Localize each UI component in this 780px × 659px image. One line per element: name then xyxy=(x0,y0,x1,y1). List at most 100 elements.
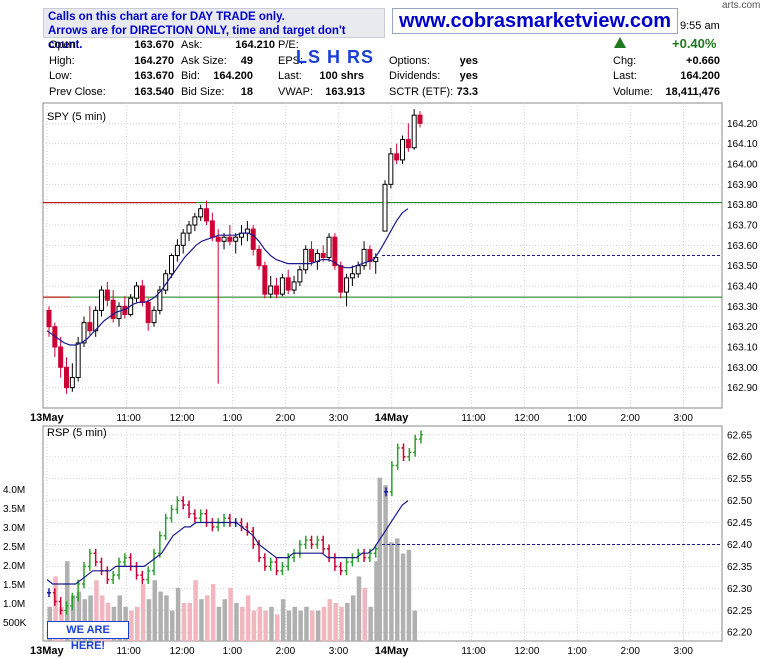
spy-day1-candle-body xyxy=(145,301,151,324)
spy-day1-candle-body xyxy=(355,265,361,275)
last-shrs-label: Last: xyxy=(278,70,302,82)
bid-value: 164.200 xyxy=(213,70,253,82)
rsp-day2-volume-bar xyxy=(383,485,388,641)
spy-day2-candle-body xyxy=(394,153,400,161)
rsp-day1-volume-bar xyxy=(158,591,163,641)
spy-day1-candle-body xyxy=(99,289,105,311)
spy-x-tick-label: 2:00 xyxy=(620,413,640,424)
spy-day1-candle-body xyxy=(93,309,99,332)
high-value: 164.270 xyxy=(134,55,174,67)
spy-x-tick-label: 1:00 xyxy=(567,413,587,424)
bid-label: Bid: xyxy=(181,70,200,82)
rsp-day1-volume-bar xyxy=(292,606,298,641)
spy-day1-candle-body xyxy=(338,265,344,293)
rsp-y-tick-label: 62.55 xyxy=(727,474,752,485)
rsp-y-tick-label: 62.45 xyxy=(727,518,752,529)
spy-day1-candle-body xyxy=(75,342,81,378)
rsp-day1-volume-bar xyxy=(76,591,82,641)
spy-day1-candle-body xyxy=(204,208,210,222)
rsp-day1-volume-bar xyxy=(240,606,245,641)
spy-day1-candle-body xyxy=(69,377,75,389)
rsp-day2-volume-bar xyxy=(395,538,400,641)
spy-y-tick-label: 163.20 xyxy=(727,322,758,333)
rsp-day1-volume-bar xyxy=(129,610,134,641)
rsp-x-tick-label: 1:00 xyxy=(223,646,243,657)
dividends-value: yes xyxy=(459,70,478,82)
rsp-day1-volume-bar xyxy=(234,603,239,641)
rsp-day1-volume-bar xyxy=(135,606,140,641)
volume-tick-label: 4.0M xyxy=(3,485,25,496)
spy-day1-candle-body xyxy=(320,252,326,259)
rsp-day1-volume-bar xyxy=(304,606,309,641)
rsp-title: RSP (5 min) xyxy=(47,427,107,439)
rsp-x-tick-label: 13May xyxy=(30,645,65,657)
spy-day1-candle-body xyxy=(64,366,70,389)
spy-x-tick-label: 12:00 xyxy=(170,413,195,424)
change-percent: +0.40% xyxy=(672,36,717,51)
high-label: High: xyxy=(49,55,75,67)
spy-day1-candle-body xyxy=(169,255,175,275)
spy-day1-candle-body xyxy=(367,248,373,263)
spy-day1-candle-body xyxy=(180,232,186,246)
last-value: 164.200 xyxy=(680,70,720,82)
ask-size-value: 49 xyxy=(240,55,253,67)
spy-day1-candle-body xyxy=(157,289,163,311)
spy-day2-candle-body xyxy=(405,139,411,149)
rsp-day1-volume-bar xyxy=(164,595,169,641)
rsp-day1-volume-bar xyxy=(117,595,123,641)
rsp-day2-volume-bar xyxy=(400,553,406,641)
spy-day1-candle-body xyxy=(104,289,110,301)
rsp-day1-volume-bar xyxy=(310,610,315,641)
spy-day1-candle-body xyxy=(122,305,128,315)
spy-day1-candle-body xyxy=(256,248,262,267)
bid-size-value: 18 xyxy=(240,86,253,98)
open-label: Open: xyxy=(49,39,79,51)
vwap-value: 163.913 xyxy=(325,86,365,98)
spy-day1-candle-body xyxy=(297,269,303,283)
sctr-value: 73.3 xyxy=(456,86,478,98)
spy-y-tick-label: 163.60 xyxy=(727,241,758,252)
spy-day1-candle-body xyxy=(349,273,355,279)
rsp-day1-volume-bar xyxy=(228,587,233,641)
spy-y-tick-label: 164.10 xyxy=(727,139,758,150)
rsp-day2-volume-bar xyxy=(406,549,412,641)
rsp-y-tick-label: 62.50 xyxy=(727,496,752,507)
spy-day1-candle-body xyxy=(110,299,116,320)
rsp-day1-volume-bar xyxy=(275,614,280,641)
open-value: 163.670 xyxy=(134,39,174,51)
rsp-x-tick-label: 3:00 xyxy=(329,646,349,657)
last-label: Last: xyxy=(613,70,637,82)
rsp-day1-volume-bar xyxy=(315,610,321,641)
spy-day2-candle-body xyxy=(400,139,406,161)
website-banner[interactable]: www.cobrasmarketview.com xyxy=(392,8,678,34)
rsp-day1-volume-bar xyxy=(140,584,146,641)
spy-x-tick-label: 11:00 xyxy=(117,413,142,424)
rsp-day1-volume-bar xyxy=(350,595,356,641)
rsp-day1-volume-bar xyxy=(263,610,268,641)
spy-title: SPY (5 min) xyxy=(47,111,106,123)
spy-day1-candle-body xyxy=(116,305,122,320)
spy-y-tick-label: 162.90 xyxy=(727,383,758,394)
spy-y-tick-label: 163.00 xyxy=(727,363,758,374)
spy-day2-candle-body xyxy=(388,153,394,185)
spy-y-tick-label: 163.10 xyxy=(727,343,758,354)
spy-day1-candle-body xyxy=(198,208,204,218)
spy-y-tick-label: 164.00 xyxy=(727,160,758,171)
rsp-x-tick-label: 11:00 xyxy=(117,646,142,657)
rsp-day1-volume-bar xyxy=(368,606,373,641)
spy-y-tick-label: 163.80 xyxy=(727,200,758,211)
volume-tick-label: 500K xyxy=(3,618,27,629)
spy-x-tick-label: 2:00 xyxy=(276,413,296,424)
last-shrs-value: 100 shrs xyxy=(319,70,364,82)
rsp-day1-volume-bar xyxy=(210,584,216,641)
rsp-day1-volume-bar xyxy=(70,595,76,641)
volume-tick-label: 3.5M xyxy=(3,504,25,515)
spy-day1-candle-body xyxy=(291,281,297,291)
spy-day1-candle-body xyxy=(332,236,338,267)
vwap-label: VWAP: xyxy=(278,86,314,98)
spy-y-tick-label: 163.40 xyxy=(727,282,758,293)
rsp-x-tick-label: 14May xyxy=(375,645,410,657)
rsp-y-tick-label: 62.40 xyxy=(727,540,752,551)
rsp-day1-volume-bar xyxy=(269,606,274,641)
spy-y-tick-label: 164.20 xyxy=(727,119,758,130)
